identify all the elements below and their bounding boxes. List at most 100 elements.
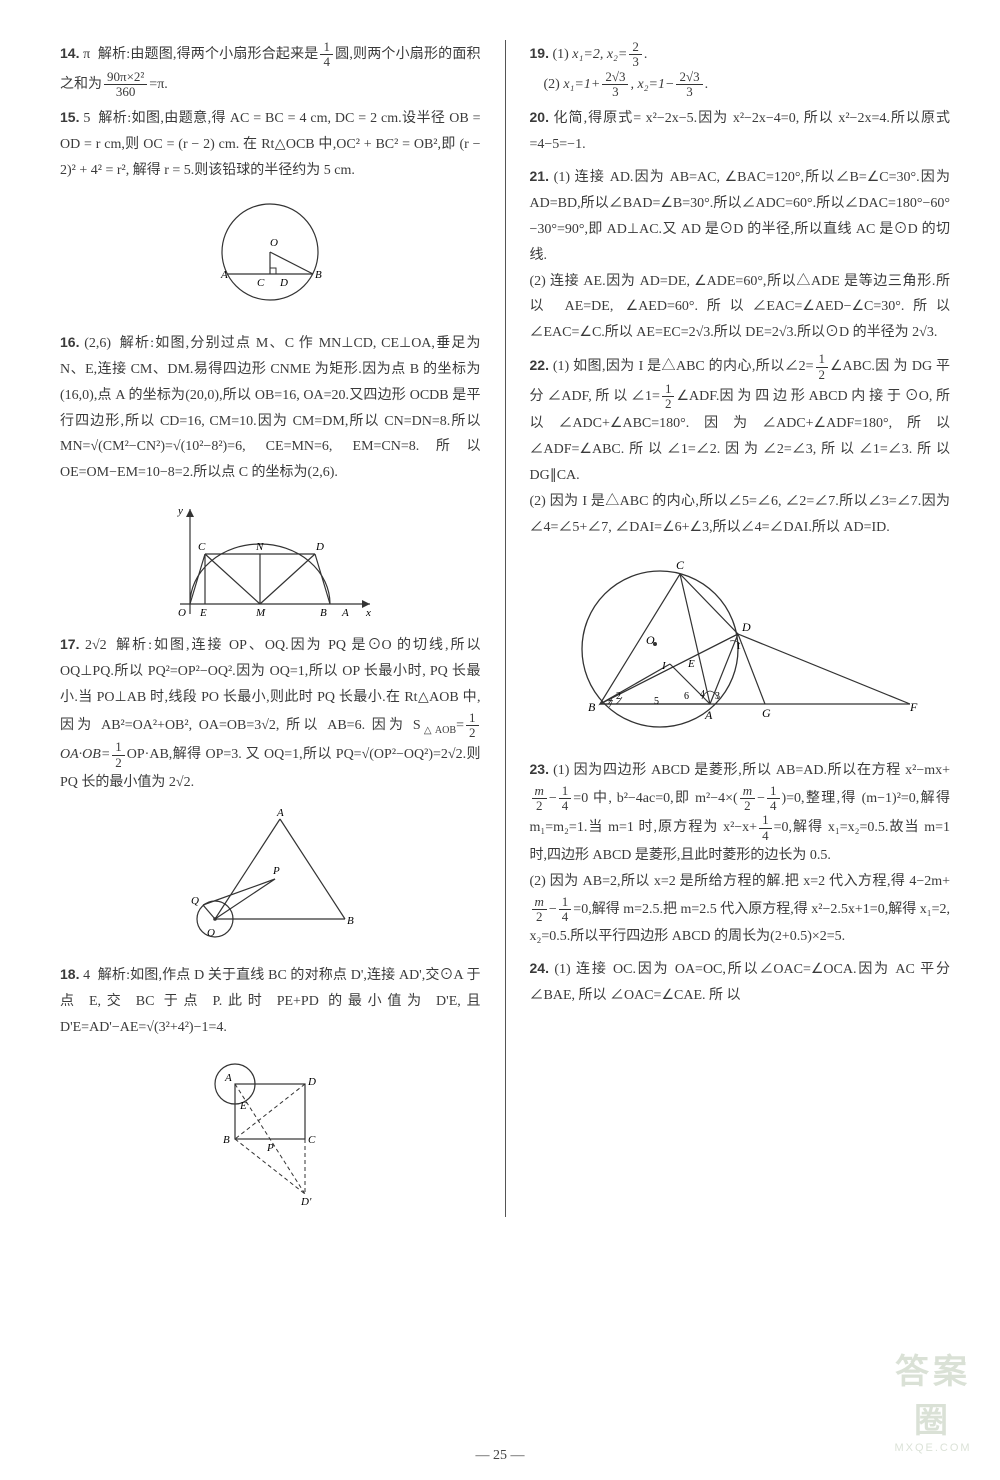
- item-number: 14.: [60, 45, 79, 61]
- svg-text:A: A: [224, 1072, 232, 1084]
- item-16: 16. (2,6) 解析:如图,分别过点 M、C 作 MN⊥CD, CE⊥OA,…: [60, 330, 481, 486]
- svg-text:O: O: [207, 927, 215, 939]
- text: (2) 因为 AB=2,所以 x=2 是所给方程的解.把 x=2 代入方程,得 …: [530, 874, 951, 889]
- fraction: 14: [759, 813, 772, 843]
- svg-text:6: 6: [684, 691, 689, 702]
- item-number: 17.: [60, 636, 79, 652]
- svg-text:D': D': [300, 1196, 312, 1208]
- svg-text:E: E: [687, 658, 695, 670]
- analysis-label: 解析:: [98, 111, 131, 126]
- svg-text:A: A: [704, 708, 713, 722]
- fraction: m2: [532, 784, 547, 814]
- svg-text:D: D: [307, 1076, 316, 1088]
- analysis-label: 解析:: [120, 336, 154, 351]
- item-number: 21.: [530, 168, 549, 184]
- answer: 2√2: [85, 638, 107, 653]
- page-number: — 25 —: [0, 1448, 1000, 1464]
- item-number: 16.: [60, 334, 79, 350]
- text: =π.: [149, 77, 167, 92]
- svg-text:A: A: [276, 807, 284, 819]
- text: 由题图,得两个小扇形合起来是: [130, 47, 318, 62]
- fraction: 12: [662, 382, 675, 412]
- answer: π: [83, 47, 90, 62]
- svg-text:Q: Q: [191, 895, 199, 907]
- text: (1) 如图,因为 I 是△ABC 的内心,所以∠2=: [553, 359, 814, 374]
- watermark-text: 答案圈: [878, 1344, 988, 1442]
- svg-text:x: x: [365, 607, 371, 619]
- answer: 5: [83, 111, 90, 126]
- text: (2) 连接 AE.因为 AD=DE, ∠ADE=60°,所以△ADE 是等边三…: [530, 274, 951, 341]
- item-number: 22.: [530, 357, 549, 373]
- item-number: 15.: [60, 109, 79, 125]
- svg-text:N: N: [255, 541, 264, 553]
- fraction: 2√33: [602, 70, 628, 100]
- item-15: 15. 5 解析:如图,由题意,得 AC = BC = 4 cm, DC = 2…: [60, 105, 481, 184]
- analysis-label: 解析:: [116, 638, 152, 653]
- svg-text:E: E: [199, 607, 207, 619]
- fraction: 12: [466, 711, 479, 741]
- svg-text:y: y: [177, 505, 183, 517]
- svg-text:P: P: [272, 865, 280, 877]
- figure-22: O C B A D F G I E 1 2 3 4 5 6 7: [530, 549, 951, 749]
- column-divider: [505, 40, 506, 1217]
- svg-text:C: C: [676, 558, 685, 572]
- svg-text:D: D: [315, 541, 324, 553]
- item-14: 14. π 解析:由题图,得两个小扇形合起来是14圆,则两个小扇形的面积之和为9…: [60, 40, 481, 99]
- text: (2) 因为 I 是△ABC 的内心,所以∠5=∠6, ∠2=∠7.所以∠3=∠…: [530, 494, 951, 535]
- fraction: 23: [629, 40, 642, 70]
- item-number: 19.: [530, 45, 549, 61]
- svg-text:5: 5: [654, 696, 659, 707]
- figure-18: A D B C E P D': [60, 1049, 481, 1209]
- svg-text:M: M: [255, 607, 266, 619]
- text: 如图,分别过点 M、C 作 MN⊥CD, CE⊥OA,垂足为 N、E,连接 CM…: [60, 336, 481, 480]
- fraction: 12: [816, 352, 829, 382]
- text: (1) 连接 AD.因为 AB=AC, ∠BAC=120°,所以∠B=∠C=30…: [530, 170, 951, 263]
- figure-15: O A C D B: [60, 192, 481, 322]
- svg-text:B: B: [315, 269, 322, 281]
- svg-text:C: C: [257, 277, 265, 289]
- item-18: 18. 4 解析:如图,作点 D 关于直线 BC 的对称点 D',连接 AD',…: [60, 962, 481, 1041]
- svg-text:C: C: [198, 541, 206, 553]
- item-21: 21. (1) 连接 AD.因为 AB=AC, ∠BAC=120°,所以∠B=∠…: [530, 164, 951, 346]
- svg-text:D: D: [741, 620, 751, 634]
- fraction: m2: [532, 895, 547, 925]
- svg-text:O: O: [178, 607, 186, 619]
- analysis-label: 解析:: [98, 47, 130, 62]
- svg-text:F: F: [909, 700, 918, 714]
- fraction: 12: [112, 740, 125, 770]
- item-number: 23.: [530, 761, 549, 777]
- text: (1): [552, 47, 572, 62]
- svg-text:G: G: [762, 706, 771, 720]
- item-number: 24.: [530, 960, 549, 976]
- svg-text:D: D: [279, 277, 288, 289]
- item-20: 20. 化简,得原式= x²−2x−5.因为 x²−2x−4=0, 所以 x²−…: [530, 105, 951, 158]
- item-19: 19. (1) x₁=2, x₂=23. (2) x₁=1+2√33, x₂=1…: [530, 40, 951, 99]
- svg-text:B: B: [347, 915, 354, 927]
- figure-17: A B O P Q: [60, 804, 481, 954]
- text: (1) 连接 OC.因为 OA=OC,所以∠OAC=∠OCA.因为 AC 平分 …: [530, 962, 951, 1003]
- answer: 4: [83, 968, 90, 983]
- text: 因为 S: [372, 718, 421, 733]
- fraction: m2: [740, 784, 755, 814]
- watermark: 答案圈 MXQE.COM: [878, 1344, 988, 1454]
- subscript: △AOB: [421, 725, 456, 736]
- svg-text:B: B: [320, 607, 327, 619]
- fraction: 14: [559, 895, 572, 925]
- svg-text:C: C: [308, 1134, 316, 1146]
- item-23: 23. (1) 因为四边形 ABCD 是菱形,所以 AB=AD.所以在方程 x²…: [530, 757, 951, 950]
- svg-text:A: A: [341, 607, 349, 619]
- item-22: 22. (1) 如图,因为 I 是△ABC 的内心,所以∠2=12∠ABC.因 …: [530, 352, 951, 541]
- fraction: 90π×2²360: [104, 70, 147, 100]
- svg-text:O: O: [270, 237, 278, 249]
- svg-text:P: P: [266, 1142, 274, 1154]
- right-column: 19. (1) x₁=2, x₂=23. (2) x₁=1+2√33, x₂=1…: [530, 40, 951, 1217]
- figure-16: O E M B A x y C N D: [60, 494, 481, 624]
- item-24: 24. (1) 连接 OC.因为 OA=OC,所以∠OAC=∠OCA.因为 AC…: [530, 956, 951, 1009]
- page: 14. π 解析:由题图,得两个小扇形合起来是14圆,则两个小扇形的面积之和为9…: [0, 0, 1000, 1247]
- fraction: 2√33: [676, 70, 702, 100]
- item-number: 18.: [60, 966, 79, 982]
- text: 化简,得原式= x²−2x−5.因为 x²−2x−4=0, 所以 x²−2x=4…: [530, 111, 951, 152]
- svg-text:A: A: [220, 269, 228, 281]
- svg-text:O: O: [646, 633, 655, 647]
- left-column: 14. π 解析:由题图,得两个小扇形合起来是14圆,则两个小扇形的面积之和为9…: [60, 40, 481, 1217]
